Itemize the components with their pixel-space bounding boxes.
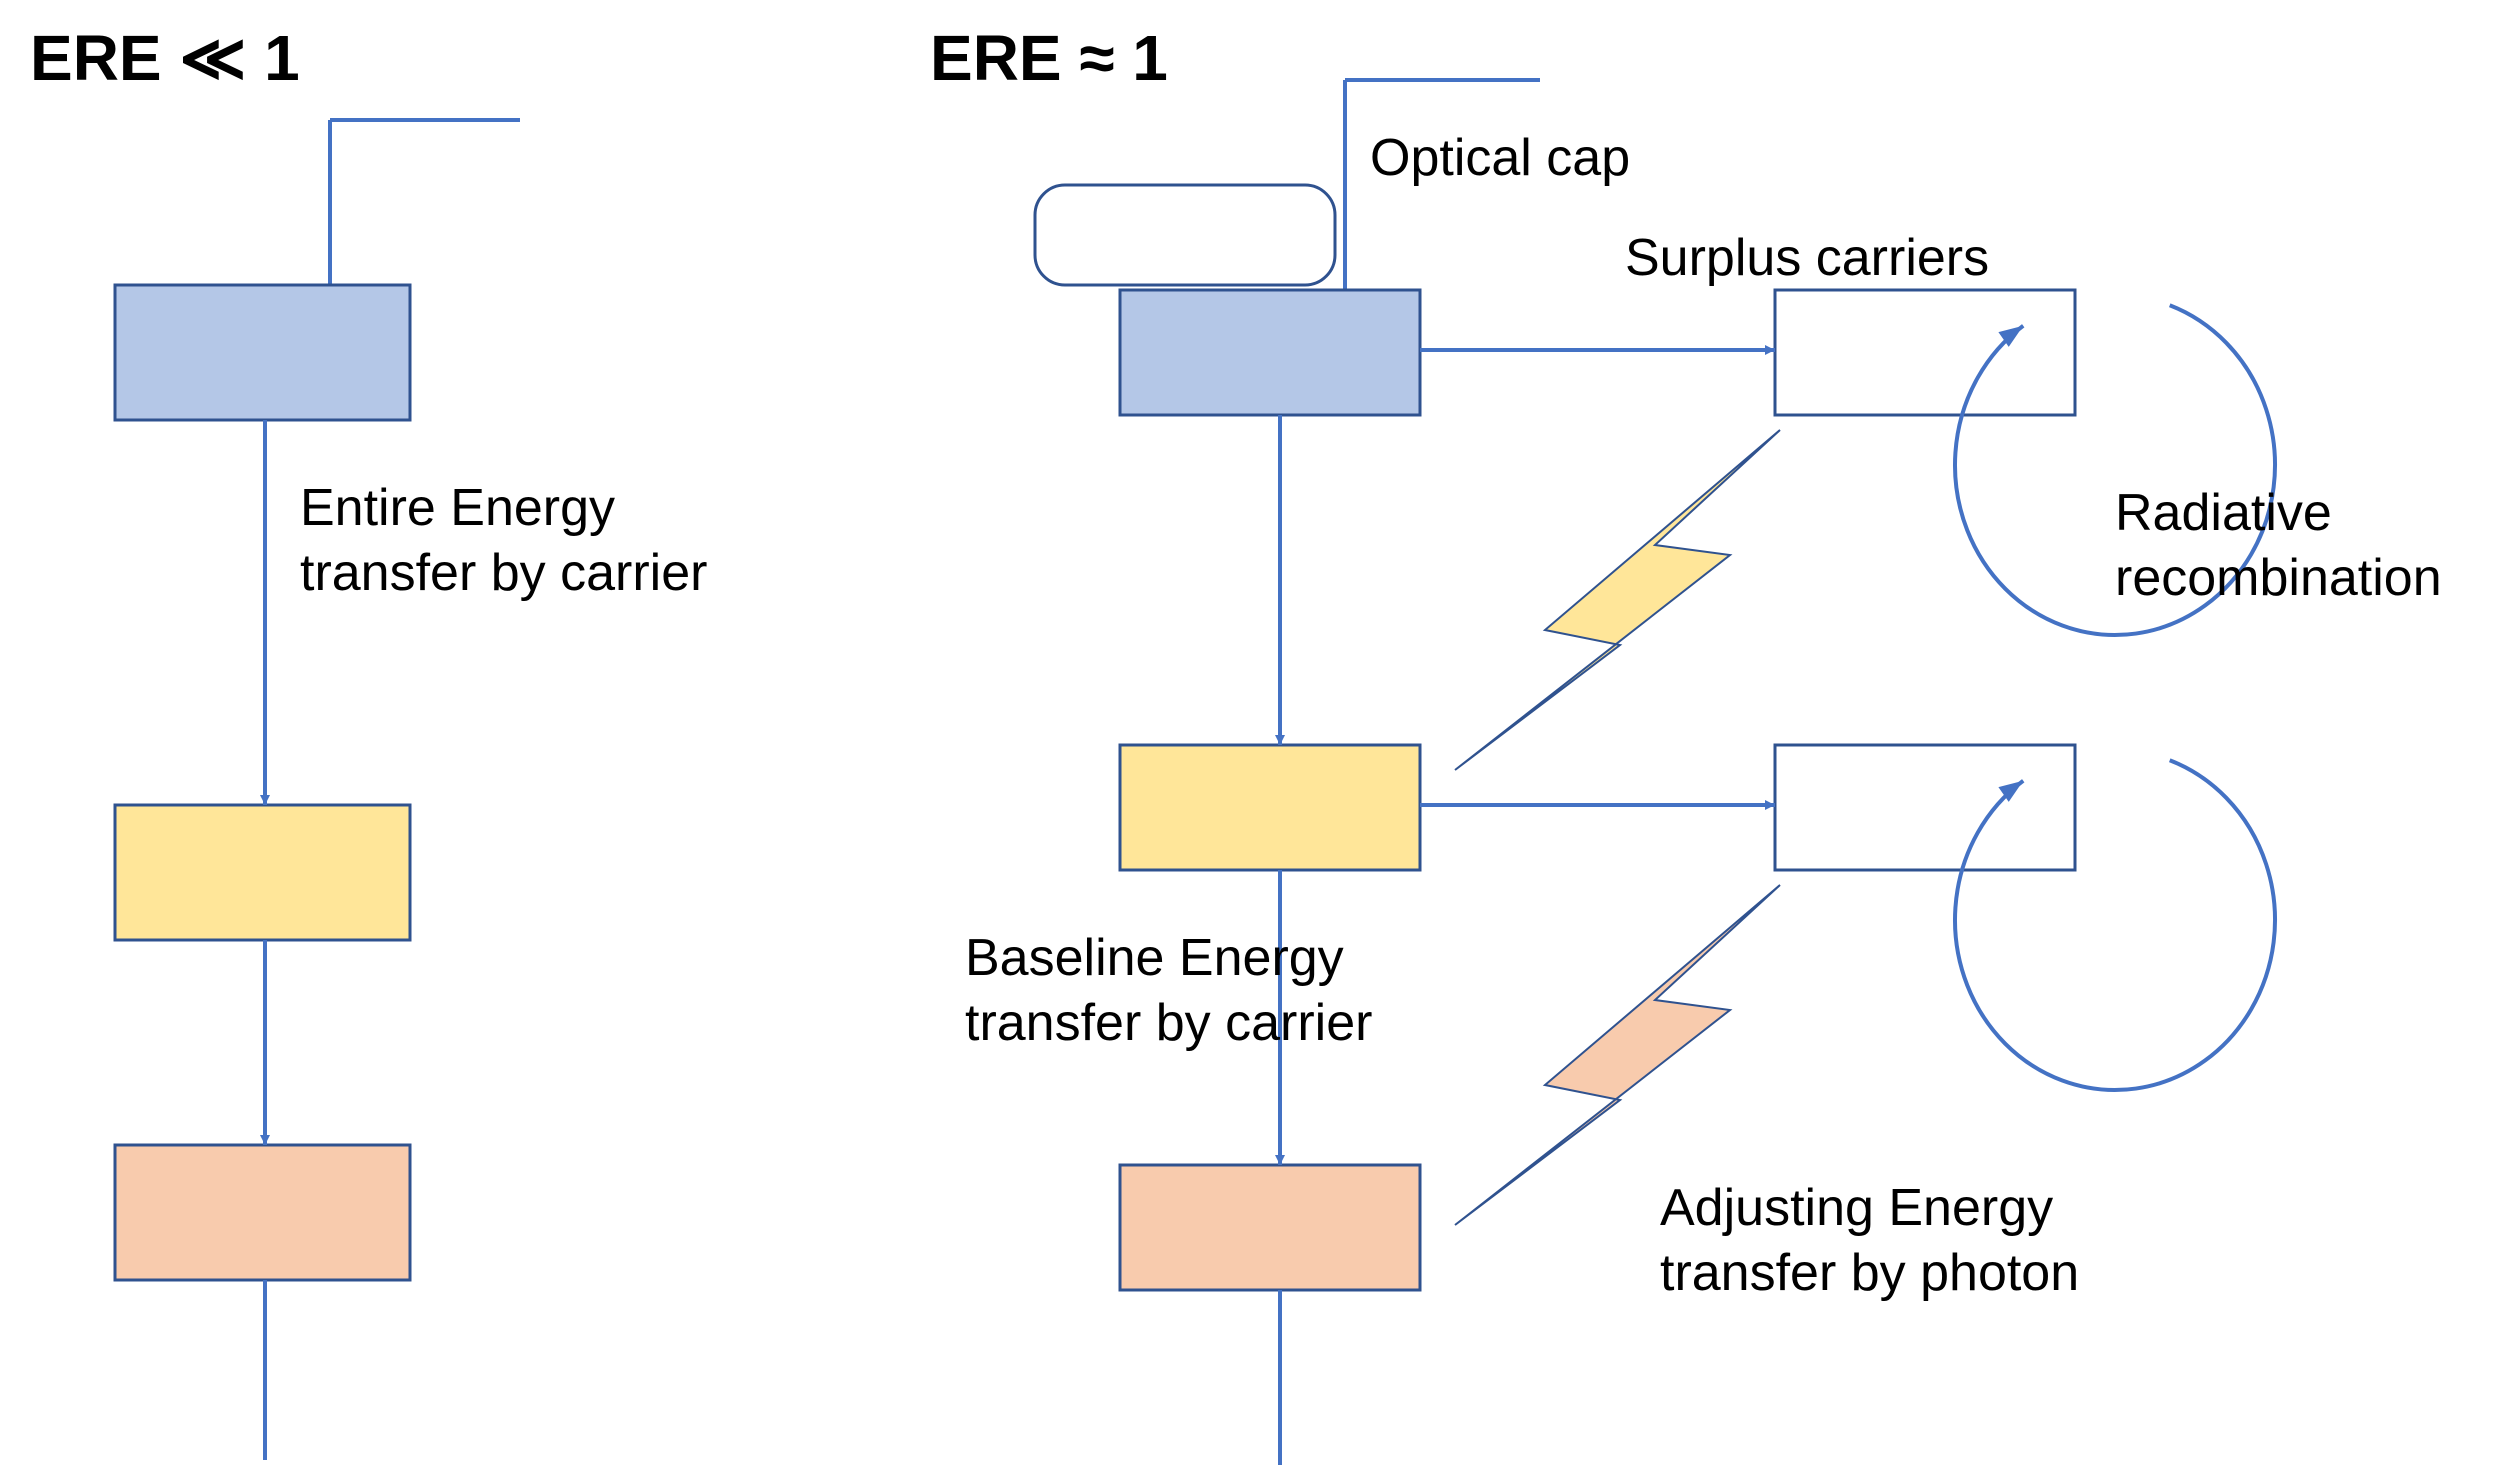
right-box-yellow — [1120, 745, 1420, 870]
bolt-yellow-icon — [1455, 430, 1780, 770]
surplus-label: Surplus carriers — [1625, 229, 1989, 287]
baseline-label-line1: Baseline Energy — [965, 929, 1344, 987]
radiative-label-line1: Radiative — [2115, 484, 2332, 542]
left-box-blue — [115, 285, 410, 420]
left-title: ERE ≪ 1 — [30, 22, 300, 94]
left-label-line1: Entire Energy — [300, 479, 615, 537]
radiative-label-line2: recombination — [2115, 549, 2442, 607]
optical-cap-label: Optical cap — [1370, 129, 1630, 187]
optical-cap-box — [1035, 185, 1335, 285]
left-label-line2: transfer by carrier — [300, 544, 707, 602]
right-title: ERE ≈ 1 — [930, 22, 1168, 94]
adjusting-label-line1: Adjusting Energy — [1660, 1179, 2053, 1237]
right-box-blue — [1120, 290, 1420, 415]
adjusting-label-line2: transfer by photon — [1660, 1244, 2079, 1302]
surplus-box-top — [1775, 290, 2075, 415]
left-box-yellow — [115, 805, 410, 940]
surplus-box-bottom — [1775, 745, 2075, 870]
baseline-label-line2: transfer by carrier — [965, 994, 1372, 1052]
left-box-red — [115, 1145, 410, 1280]
right-box-red — [1120, 1165, 1420, 1290]
bolt-red-icon — [1455, 885, 1780, 1225]
